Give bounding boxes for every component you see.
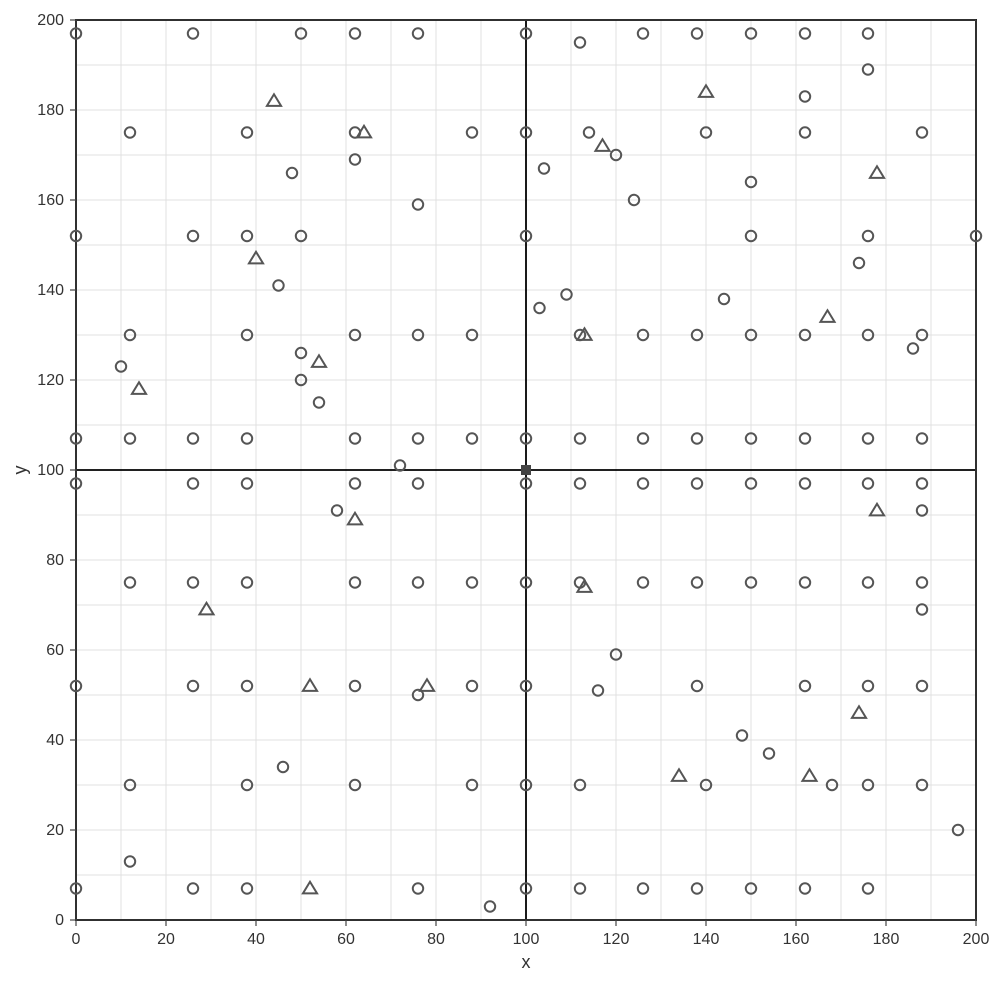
x-axis-label: x bbox=[522, 952, 531, 972]
y-tick-label: 160 bbox=[37, 192, 64, 209]
y-tick-label: 20 bbox=[46, 822, 64, 839]
y-tick-label: 200 bbox=[37, 12, 64, 29]
x-tick-label: 120 bbox=[603, 931, 630, 948]
y-tick-label: 100 bbox=[37, 462, 64, 479]
y-tick-label: 60 bbox=[46, 642, 64, 659]
square-marker bbox=[521, 465, 531, 475]
y-tick-label: 180 bbox=[37, 102, 64, 119]
y-tick-label: 140 bbox=[37, 282, 64, 299]
x-tick-label: 60 bbox=[337, 931, 355, 948]
x-tick-label: 40 bbox=[247, 931, 265, 948]
y-tick-label: 120 bbox=[37, 372, 64, 389]
x-tick-label: 100 bbox=[513, 931, 540, 948]
x-tick-label: 160 bbox=[783, 931, 810, 948]
x-tick-label: 80 bbox=[427, 931, 445, 948]
x-tick-label: 200 bbox=[963, 931, 990, 948]
y-tick-label: 80 bbox=[46, 552, 64, 569]
y-tick-label: 0 bbox=[55, 912, 64, 929]
chart-container: 0 20 40 60 80 100 120 140 160 180 200 0 20 40 60 80 100 1… bbox=[0, 0, 1000, 995]
x-tick-label: 20 bbox=[157, 931, 175, 948]
x-tick-label: 140 bbox=[693, 931, 720, 948]
x-tick-label: 0 bbox=[72, 931, 81, 948]
y-axis-label: y bbox=[10, 466, 30, 475]
scatter-chart-svg: 0 20 40 60 80 100 120 140 160 180 200 0 20 40 60 80 100 1… bbox=[0, 0, 1000, 995]
y-tick-label: 40 bbox=[46, 732, 64, 749]
x-tick-label: 180 bbox=[873, 931, 900, 948]
